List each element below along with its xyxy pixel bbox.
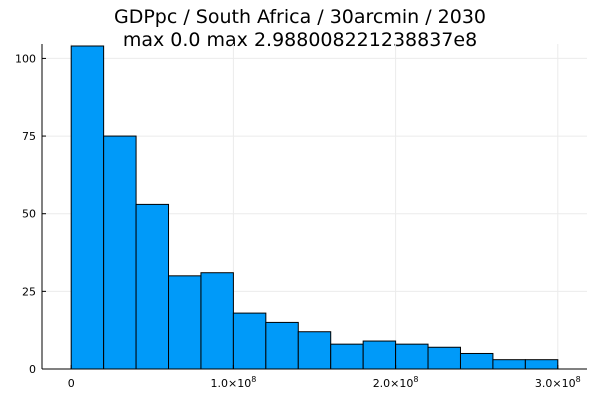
histogram-bar xyxy=(103,135,137,370)
histogram-bar xyxy=(362,340,397,370)
histogram-bar xyxy=(232,312,267,370)
chart-title: GDPpc / South Africa / 30arcmin / 2030 xyxy=(113,6,487,28)
x-tick-label: 3.0×108 xyxy=(535,375,581,390)
histogram-bar xyxy=(395,343,429,370)
axis-layer xyxy=(41,44,587,370)
x-tick-label: 1.0×108 xyxy=(210,375,256,390)
y-tick-label: 50 xyxy=(22,208,36,221)
histogram-bar xyxy=(70,45,105,370)
histogram-bar xyxy=(297,331,332,370)
x-tick-label: 0 xyxy=(68,377,75,390)
histogram-bar xyxy=(459,352,494,370)
histogram-bar xyxy=(330,343,364,370)
histogram-bar xyxy=(492,359,526,370)
histogram-bar xyxy=(168,275,202,370)
y-tick-label: 0 xyxy=(29,363,36,376)
bars-layer xyxy=(70,45,559,370)
chart-subtitle: max 0.0 max 2.988008221238837e8 xyxy=(122,29,478,51)
y-tick-label: 100 xyxy=(15,52,36,65)
ticks-layer: 0 1.0×108 2.0×108 3.0×108 0 25 50 75 100 xyxy=(15,52,581,390)
histogram-bar xyxy=(427,346,461,370)
y-tick-label: 25 xyxy=(22,285,36,298)
y-tick-label: 75 xyxy=(22,130,36,143)
histogram-bar xyxy=(524,359,559,370)
x-tick-label: 2.0×108 xyxy=(373,375,419,390)
histogram-bar xyxy=(135,203,170,370)
histogram-bar xyxy=(265,321,299,370)
histogram-bar xyxy=(200,272,234,370)
